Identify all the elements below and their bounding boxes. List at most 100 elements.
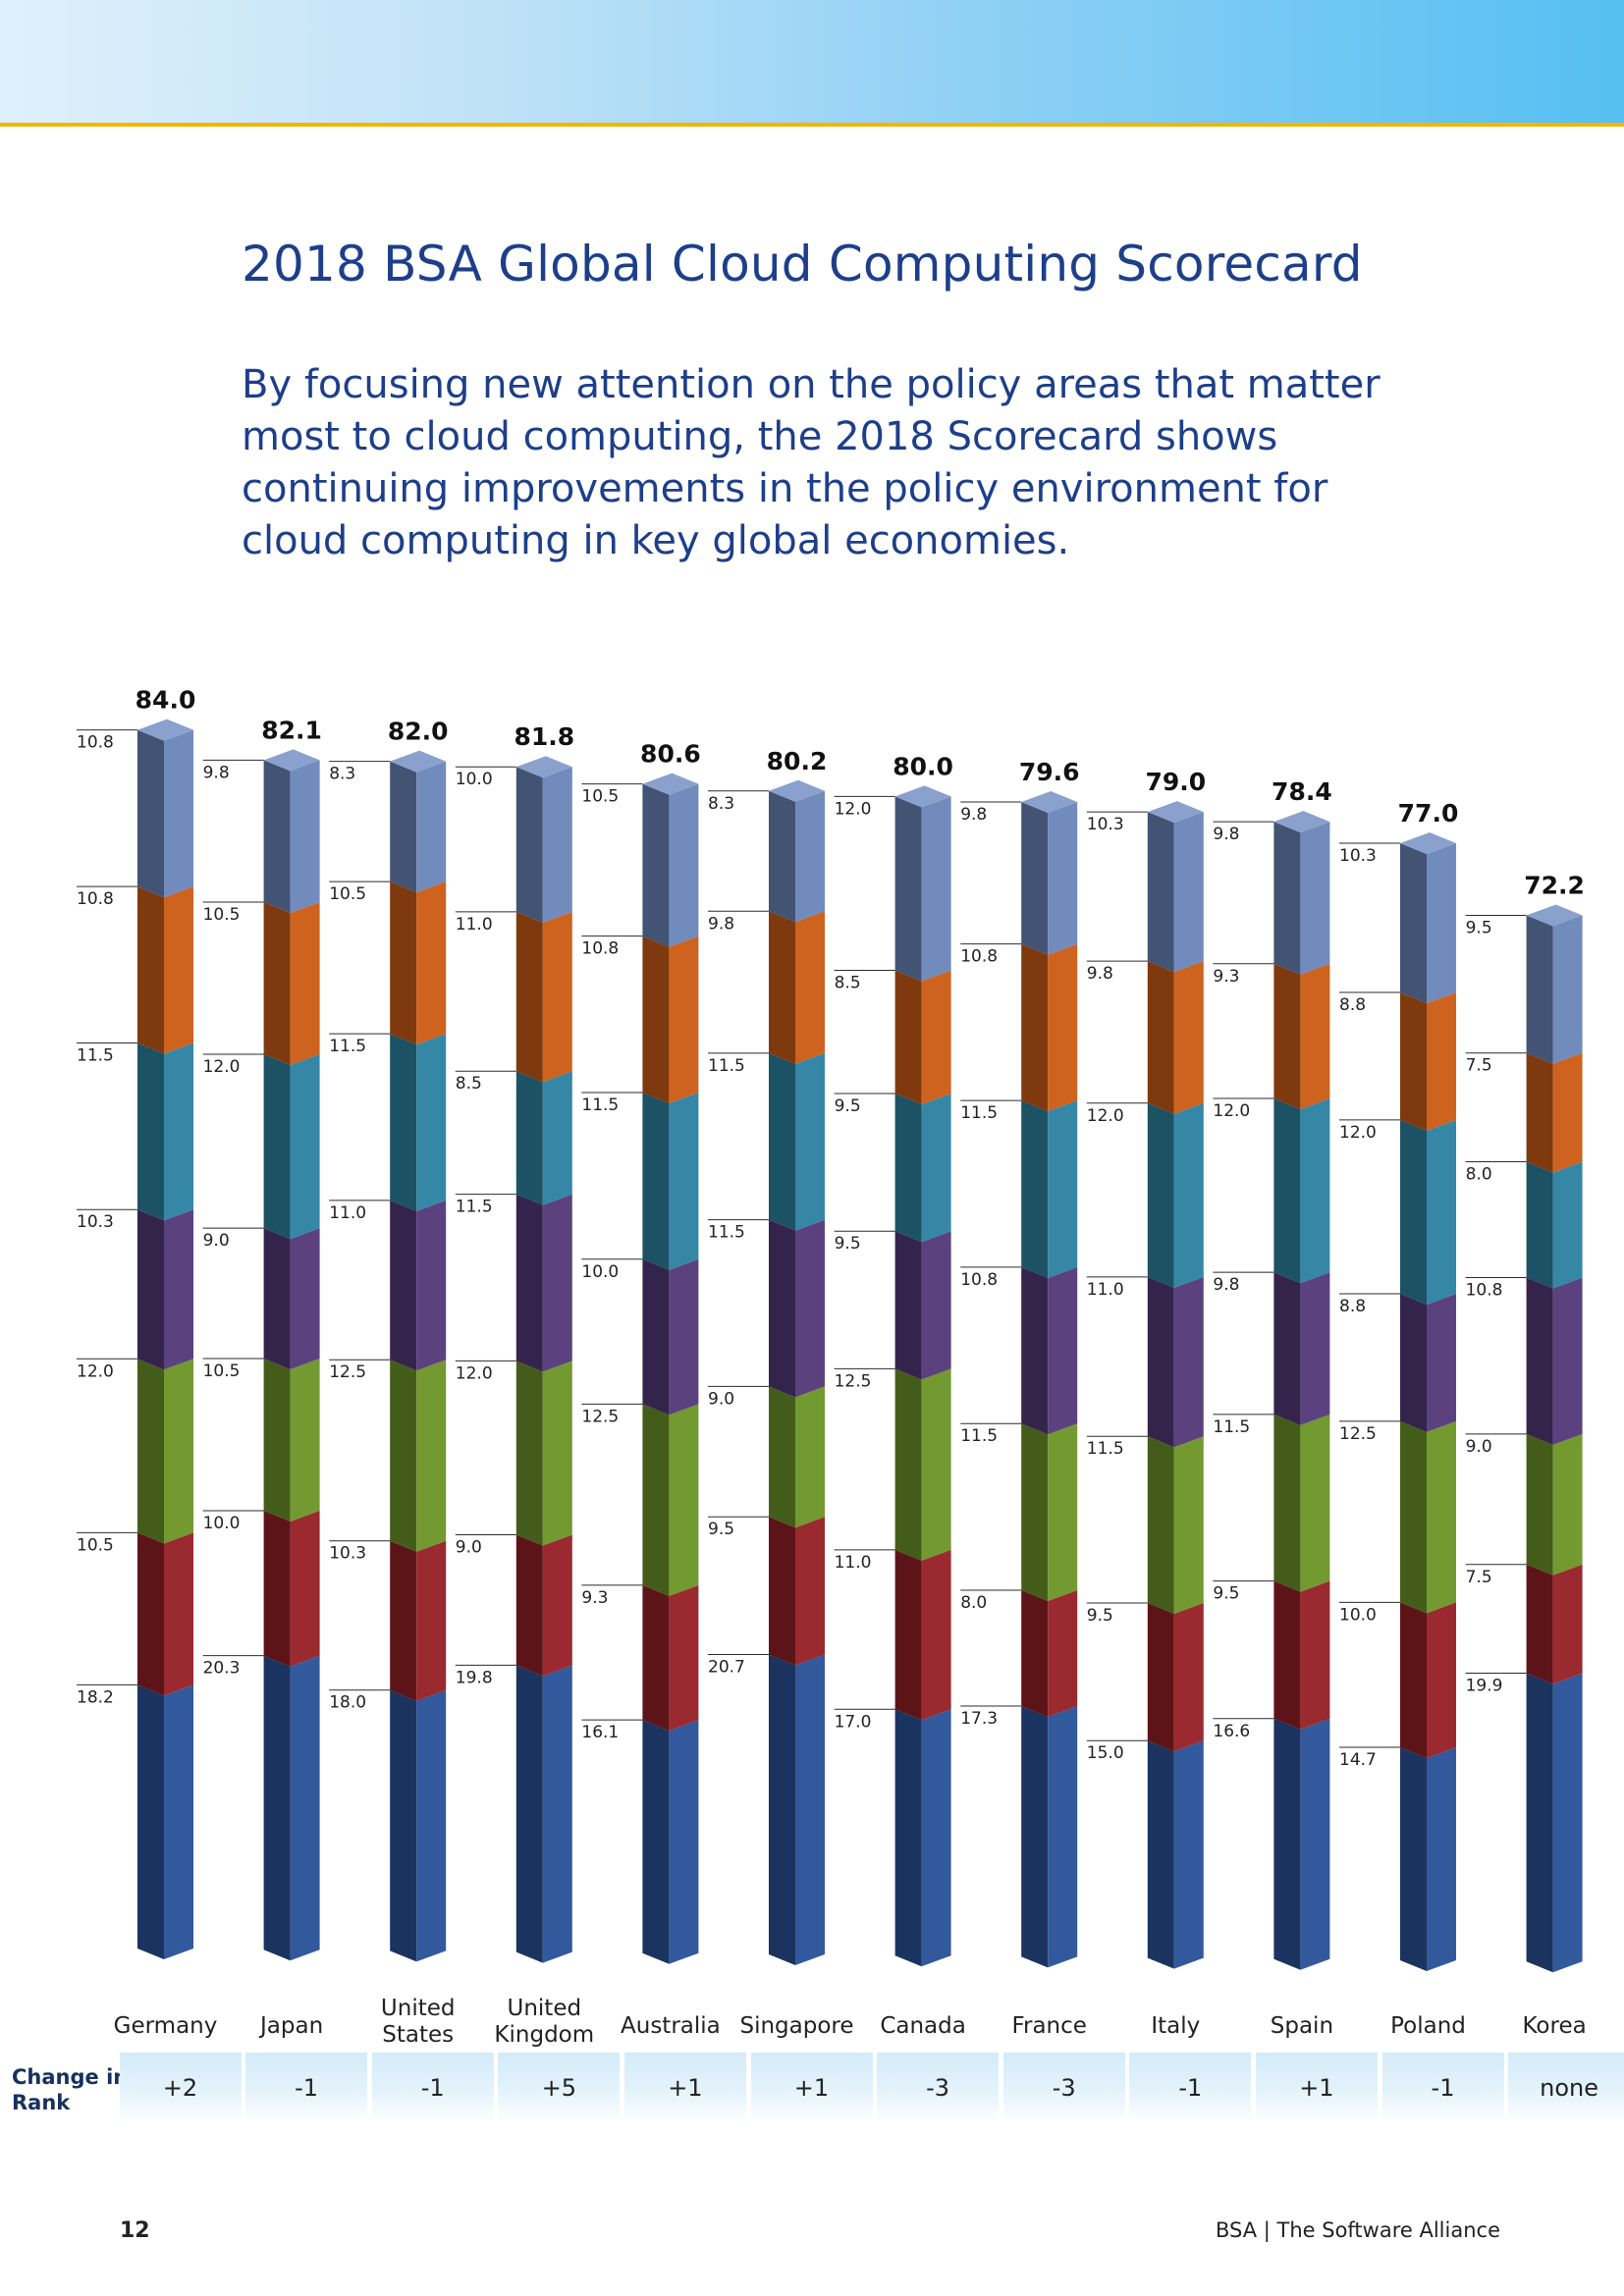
- bar-segment: [1048, 1589, 1078, 1718]
- bar-segment-left-face: [1147, 812, 1174, 973]
- bar-segment: [416, 761, 447, 893]
- bar-segment: [1173, 1436, 1204, 1614]
- bar-segment-left-face: [642, 783, 670, 947]
- bar-segment: [1173, 1602, 1204, 1752]
- bar-segment-left-face: [137, 1684, 164, 1959]
- bar-segment: [416, 1360, 447, 1552]
- bar-segment-left-face: [263, 1655, 291, 1961]
- bar-segment: [1427, 1602, 1456, 1759]
- bar-segment-left-face: [1147, 1436, 1174, 1614]
- rank-change-value: +2: [119, 2053, 242, 2123]
- bar-segment: [921, 1231, 951, 1380]
- value-label: 8.5: [835, 974, 861, 993]
- bar-segment: [1173, 812, 1204, 973]
- bar-segment-left-face: [263, 1054, 291, 1240]
- bar-column-12: 19.9 7.5 9.0 10.8 8.0 7.5 9.5 72.2 Korea: [1465, 872, 1587, 2039]
- bar-segment: [1427, 992, 1456, 1131]
- value-label: 17.3: [960, 1709, 998, 1729]
- value-label: 10.8: [1466, 1281, 1503, 1301]
- rank-change-value: -3: [877, 2053, 1000, 2123]
- bar-segment: [1173, 961, 1204, 1114]
- value-label: 20.3: [203, 1659, 241, 1679]
- bar-segment: [290, 902, 320, 1066]
- value-label: 9.5: [835, 1096, 861, 1116]
- value-label: 12.5: [1339, 1424, 1377, 1444]
- bar-segment-left-face: [137, 1209, 164, 1370]
- bar-segment-left-face: [642, 1258, 670, 1415]
- bar-segment: [1300, 1414, 1330, 1592]
- bar-segment-left-face: [1021, 1266, 1049, 1435]
- bar-segment: [1427, 843, 1456, 1004]
- value-label: 9.5: [1213, 1584, 1239, 1604]
- bar-cap: [1273, 811, 1330, 833]
- category-label: Japan: [258, 2013, 323, 2039]
- bar-segment-left-face: [642, 1720, 670, 1964]
- bar-segment-left-face: [1526, 1277, 1553, 1445]
- value-label: 11.5: [581, 1095, 619, 1115]
- bar-cap: [769, 779, 825, 802]
- value-label: 11.0: [456, 915, 493, 934]
- bar-segment: [1048, 802, 1078, 955]
- bar-segment: [669, 783, 699, 947]
- value-label: 11.5: [708, 1223, 745, 1243]
- bar-segment: [542, 1361, 572, 1546]
- total-score-label: 80.0: [893, 752, 953, 780]
- value-label: 9.8: [708, 914, 734, 934]
- bar-column-9: 15.0 9.5 11.5 11.0 12.0 9.8 10.3 79.0 Italy: [1086, 768, 1206, 2039]
- value-label: 19.8: [456, 1668, 493, 1687]
- scorecard-chart: 18.210.512.010.311.510.810.884.0Germany2…: [77, 686, 1587, 2048]
- change-in-rank-row: Change in Rank +2 -1 -1 +5 +1 +1 -3 -3 -1 +1 -1 non…: [0, 2053, 1624, 2123]
- value-label: 12.0: [1213, 1101, 1250, 1121]
- value-label: 11.5: [456, 1198, 493, 1217]
- bar-segment: [669, 1584, 699, 1732]
- value-label: 10.3: [329, 1544, 366, 1564]
- value-label: 9.3: [1213, 967, 1239, 987]
- page-subtitle: By focusing new attention on the policy …: [242, 362, 1380, 563]
- bar-segment-left-face: [769, 790, 795, 923]
- category-label: Germany: [114, 2013, 218, 2039]
- bar-segment: [1300, 963, 1330, 1110]
- value-label: 10.8: [581, 939, 619, 959]
- value-label: 8.8: [1339, 1297, 1366, 1316]
- category-label: Italy: [1151, 2013, 1200, 2039]
- bar-segment: [164, 1359, 193, 1544]
- bar-segment-left-face: [1273, 1414, 1301, 1592]
- bar-segment: [1048, 1423, 1078, 1601]
- bar-segment-left-face: [263, 902, 291, 1066]
- bar-segment-left-face: [642, 1584, 670, 1732]
- bar-segment-left-face: [1400, 1747, 1427, 1971]
- rank-change-value: none: [1508, 2053, 1624, 2123]
- bar-segment: [1552, 1052, 1583, 1173]
- bar-segment-left-face: [1526, 1673, 1553, 1973]
- bar-segment: [921, 970, 951, 1104]
- value-label: 9.8: [203, 763, 230, 782]
- value-label: 17.0: [835, 1712, 872, 1732]
- total-score-label: 79.6: [1019, 758, 1080, 786]
- category-label: Spain: [1271, 2013, 1333, 2039]
- category-label: Singapore: [739, 2013, 853, 2039]
- bar-segment: [164, 1684, 193, 1959]
- value-label: 11.5: [960, 1426, 998, 1446]
- value-label: 8.0: [1466, 1164, 1492, 1184]
- bar-column-2: 20.3 10.0 10.5 9.0 12.0 10.5 9.8 82.1 Japan: [202, 716, 323, 2039]
- bar-segment: [1552, 1161, 1583, 1289]
- value-label: 11.0: [835, 1553, 872, 1573]
- total-score-label: 81.8: [514, 722, 574, 751]
- bar-segment: [669, 1404, 699, 1596]
- bar-column-11: 14.7 10.0 12.5 8.8 12.0 8.8 10.3 77.0 Poland: [1339, 799, 1466, 2039]
- category-label-line: States: [382, 2022, 454, 2048]
- value-label: 11.0: [1087, 1280, 1124, 1300]
- bar-segment-left-face: [1273, 1098, 1301, 1284]
- bar-segment-left-face: [137, 1359, 164, 1544]
- bar-segment-left-face: [515, 767, 543, 923]
- bar-segment-left-face: [1273, 1580, 1301, 1730]
- bar-segment-left-face: [1147, 961, 1174, 1114]
- bar-segment: [290, 1655, 320, 1961]
- value-label: 10.5: [77, 1535, 114, 1555]
- total-score-label: 80.6: [640, 740, 701, 769]
- value-label: 9.5: [835, 1234, 861, 1254]
- value-label: 8.8: [1339, 995, 1366, 1015]
- bar-column-5: 16.1 9.3 12.5 10.0 11.5 10.8 10.5 80.6 Australia: [581, 740, 721, 2039]
- bar-segment-left-face: [390, 1034, 417, 1211]
- bar-column-6: 20.7 9.5 9.0 11.5 11.5 9.8 8.3 80.2 Singapore: [708, 747, 854, 2039]
